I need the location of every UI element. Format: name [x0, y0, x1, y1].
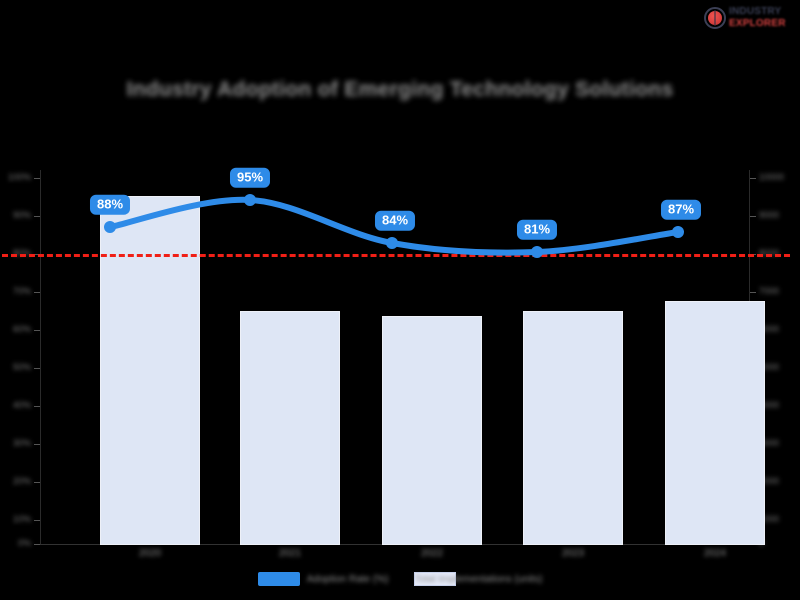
y-axis-left-tick-label: 70% — [12, 286, 31, 296]
line-point-2024[interactable] — [672, 226, 684, 238]
threshold-line — [2, 254, 790, 257]
bar-2022[interactable] — [382, 316, 482, 545]
y-axis-left-tick — [34, 444, 40, 445]
chart-legend: Adoption Rate (%) Total Implementations (… — [0, 572, 800, 586]
bar-2023[interactable] — [523, 311, 623, 545]
x-axis-label-2024: 2024 — [703, 548, 727, 559]
y-axis-left-tick-label: 30% — [12, 438, 31, 448]
y-axis-left-tick-label: 50% — [12, 362, 31, 372]
y-axis-left-tick-label: 90% — [12, 210, 31, 220]
y-axis-left-tick — [34, 544, 40, 545]
legend-item-1[interactable]: Adoption Rate (%) — [257, 572, 389, 586]
x-axis-label-2020: 2020 — [138, 548, 162, 559]
y-axis-right-tick-label: 8000 — [759, 248, 780, 258]
logo-spoke-icon — [714, 10, 716, 26]
y-axis-left-tick — [34, 216, 40, 217]
y-axis-left-tick-label: 60% — [12, 324, 31, 334]
line-point-2022[interactable] — [386, 237, 398, 249]
line-value-label-2024: 87% — [660, 199, 702, 220]
line-series — [104, 194, 684, 258]
line-point-2023[interactable] — [531, 246, 543, 258]
y-axis-right-tick-label: 9000 — [759, 210, 780, 220]
line-series-markers — [104, 194, 684, 258]
bar-2021[interactable] — [240, 311, 340, 545]
line-point-2021[interactable] — [244, 194, 256, 206]
y-axis-left-tick — [34, 406, 40, 407]
y-axis-right-tick-label: 3000 — [759, 438, 780, 448]
brand-logo-wordmark: INDUSTRY EXPLORER — [729, 7, 786, 29]
legend-label-2: Total Implementations (units) — [414, 573, 543, 585]
line-value-label-2020: 88% — [89, 194, 131, 215]
line-value-label-2022: 84% — [374, 210, 416, 231]
y-axis-right-tick-label: 6000 — [759, 324, 780, 334]
y-axis-right-tick-label: 4000 — [759, 400, 780, 410]
line-value-label-2023: 81% — [516, 219, 558, 240]
y-axis-left-tick — [34, 520, 40, 521]
brand-logo-line1: INDUSTRY — [729, 6, 782, 17]
y-axis-right-tick — [750, 178, 756, 179]
chart-plot-area: 100% 90% 80% 70% 60% 50% 40% 30% 20% 10% 0% 10000 9… — [2, 167, 790, 559]
y-axis-left-line — [40, 170, 41, 545]
brand-logo-line2: EXPLORER — [729, 18, 786, 29]
y-axis-left-tick-label: 10% — [12, 514, 31, 524]
legend-item-2[interactable]: Total Implementations (units) — [414, 572, 543, 586]
x-axis-label-2023: 2023 — [561, 548, 585, 559]
y-axis-left-tick-label: 40% — [12, 400, 31, 410]
y-axis-right-tick-label: 7000 — [759, 286, 780, 296]
y-axis-right-tick — [750, 216, 756, 217]
x-axis-label-2021: 2021 — [278, 548, 302, 559]
line-point-2020[interactable] — [104, 221, 116, 233]
y-axis-right-tick-label: 1000 — [759, 514, 780, 524]
y-axis-left-tick — [34, 368, 40, 369]
legend-label-1: Adoption Rate (%) — [306, 573, 389, 585]
y-axis-right-tick-label: 5000 — [759, 362, 780, 372]
y-axis-left-tick-label: 100% — [7, 172, 31, 182]
legend-swatch-2 — [414, 572, 457, 586]
y-axis-left-tick — [34, 292, 40, 293]
y-axis-right-tick-label: 2000 — [759, 476, 780, 486]
y-axis-left-tick-label: 20% — [12, 476, 31, 486]
legend-swatch-1 — [257, 572, 300, 586]
y-axis-right-tick-label: 10000 — [759, 172, 785, 182]
y-axis-left-tick — [34, 482, 40, 483]
brand-logo: INDUSTRY EXPLORER — [704, 4, 790, 32]
bar-2024[interactable] — [665, 301, 765, 545]
brand-logo-mark — [704, 7, 726, 29]
line-value-label-2021: 95% — [229, 167, 271, 188]
y-axis-right-tick — [750, 292, 756, 293]
y-axis-left-tick — [34, 330, 40, 331]
y-axis-left-tick-label: 80% — [12, 248, 31, 258]
y-axis-left-tick — [34, 178, 40, 179]
logo-ring-icon — [704, 7, 726, 29]
x-axis-label-2022: 2022 — [420, 548, 444, 559]
chart-title: Industry Adoption of Emerging Technology… — [126, 78, 674, 101]
y-axis-left-tick-label: 0% — [17, 538, 31, 548]
